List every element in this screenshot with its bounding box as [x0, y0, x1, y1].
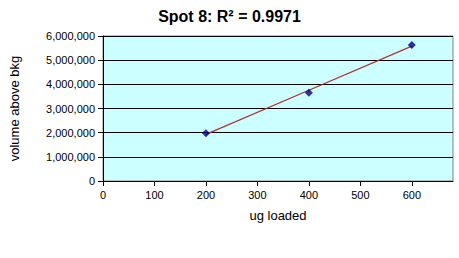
svg-text:volume above bkg: volume above bkg: [7, 56, 22, 162]
svg-text:4,000,000: 4,000,000: [46, 78, 95, 90]
svg-text:1,000,000: 1,000,000: [46, 151, 95, 163]
svg-text:0: 0: [89, 175, 95, 187]
svg-text:3,000,000: 3,000,000: [46, 103, 95, 115]
svg-text:5,000,000: 5,000,000: [46, 54, 95, 66]
svg-text:400: 400: [300, 189, 318, 201]
svg-text:600: 600: [403, 189, 421, 201]
svg-text:200: 200: [197, 189, 215, 201]
svg-text:300: 300: [248, 189, 266, 201]
svg-text:6,000,000: 6,000,000: [46, 30, 95, 42]
svg-text:100: 100: [145, 189, 163, 201]
svg-text:500: 500: [351, 189, 369, 201]
svg-text:ug loaded: ug loaded: [249, 208, 306, 223]
svg-text:Spot 8: R² = 0.9971: Spot 8: R² = 0.9971: [158, 8, 301, 25]
svg-text:2,000,000: 2,000,000: [46, 127, 95, 139]
svg-text:0: 0: [100, 189, 106, 201]
